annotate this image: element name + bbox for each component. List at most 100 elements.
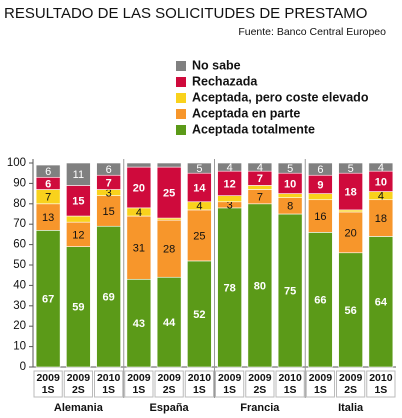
- bar-segment: [126, 278, 152, 368]
- data-label: 7: [106, 177, 112, 189]
- y-tick-label: 60: [13, 239, 26, 251]
- x-tick-label: 2009 2S: [157, 372, 181, 396]
- bar-segment: [156, 162, 182, 168]
- x-tick-line: 2S: [72, 384, 85, 396]
- data-label: 64: [375, 297, 388, 309]
- data-label: 25: [193, 230, 205, 242]
- x-tick-label: 2010 1S: [278, 372, 302, 396]
- data-label: 7: [257, 192, 263, 204]
- y-tick-label: 0: [20, 361, 26, 373]
- x-tick-line: 1S: [223, 384, 236, 396]
- data-label: 14: [193, 182, 206, 194]
- bar-segment: [35, 230, 61, 368]
- x-tick-label: 2009 1S: [127, 372, 151, 396]
- bar-segment: [338, 162, 363, 174]
- data-label: 6: [45, 166, 51, 178]
- bar-segment: [247, 162, 273, 172]
- x-tick-label: 2009 2S: [248, 372, 272, 396]
- legend-swatch: [176, 77, 186, 87]
- y-tick-label: 50: [13, 259, 26, 271]
- bar-segment: [35, 164, 61, 178]
- x-tick-line: 2009: [67, 372, 91, 384]
- y-tick-label: 70: [13, 218, 26, 230]
- bar-segment: [217, 170, 242, 196]
- y-tick-label: 10: [13, 341, 26, 353]
- y-tick-label: 90: [13, 177, 26, 189]
- x-tick-line: 2009: [339, 372, 363, 384]
- x-tick-label: 2009 1S: [309, 372, 333, 396]
- data-label: 6: [45, 178, 51, 190]
- bar-segment: [368, 162, 394, 172]
- category-box: [124, 370, 154, 398]
- legend-swatch: [176, 93, 186, 103]
- bar-segment: [66, 215, 91, 223]
- y-tick-label: 100: [7, 157, 26, 169]
- data-label: 4: [378, 162, 384, 174]
- data-label: 12: [224, 178, 236, 190]
- data-label: 20: [345, 227, 357, 239]
- data-label: 5: [196, 163, 202, 175]
- data-label: 8: [287, 201, 293, 213]
- x-tick-line: 1S: [193, 384, 206, 396]
- data-label: 6: [317, 164, 323, 176]
- x-tick-line: 2010: [97, 372, 121, 384]
- data-label: 28: [163, 244, 175, 256]
- bar-segment: [187, 209, 212, 262]
- x-tick-line: 2009: [36, 372, 60, 384]
- category-box: [366, 370, 396, 398]
- data-label: 9: [317, 179, 323, 191]
- data-label: 69: [103, 292, 115, 304]
- bar-segment: [338, 172, 363, 211]
- data-label: 13: [42, 212, 54, 224]
- bar-segment: [66, 246, 91, 368]
- x-tick-line: 2010: [369, 372, 393, 384]
- chart-subtitle: Fuente: Banco Central Europeo: [238, 26, 386, 38]
- group-label: Alemania: [54, 402, 104, 414]
- bar-segment: [338, 252, 363, 368]
- bar-segment: [217, 162, 242, 172]
- bar-segment: [247, 203, 273, 368]
- x-tick-line: 2S: [344, 384, 357, 396]
- x-tick-line: 2010: [188, 372, 212, 384]
- x-tick-line: 1S: [42, 384, 55, 396]
- data-label: 10: [284, 178, 296, 190]
- legend-swatch: [176, 109, 186, 119]
- x-tick-label: 2010 1S: [97, 372, 121, 396]
- category-box: [33, 370, 63, 398]
- legend-label: Aceptada totalmente: [192, 122, 315, 136]
- legend-label: No sabe: [192, 58, 241, 72]
- bar-segment: [308, 193, 333, 201]
- y-tick-label: 80: [13, 198, 26, 210]
- bar-segment: [187, 162, 212, 174]
- x-tick-line: 2009: [127, 372, 151, 384]
- data-label: 59: [72, 302, 84, 314]
- data-label: 12: [72, 229, 84, 241]
- x-tick-line: 2S: [163, 384, 176, 396]
- data-label: 44: [163, 317, 176, 329]
- data-label: 4: [136, 207, 142, 219]
- x-tick-label: 2009 2S: [67, 372, 91, 396]
- category-box: [184, 370, 214, 398]
- data-label: 66: [314, 295, 326, 307]
- bar-segment: [277, 193, 303, 198]
- y-tick-label: 40: [13, 279, 26, 291]
- bar-segment: [308, 162, 333, 176]
- category-box: [336, 370, 366, 398]
- data-label: 20: [133, 182, 145, 194]
- group-label: Italia: [338, 402, 364, 414]
- x-tick-line: 1S: [102, 384, 115, 396]
- bar-segment: [187, 260, 212, 368]
- data-label: 10: [375, 176, 387, 188]
- data-label: 6: [106, 164, 112, 176]
- bar-segment: [277, 162, 303, 174]
- bar-segment: [66, 162, 91, 186]
- data-label: 4: [227, 162, 233, 174]
- bar-segment: [308, 199, 333, 233]
- bar-segment: [156, 166, 182, 219]
- data-label: 56: [345, 305, 357, 317]
- bar-segment: [217, 207, 242, 368]
- legend-label: Aceptada, pero coste elevado: [192, 90, 369, 104]
- bar-segment: [126, 166, 152, 209]
- category-box: [215, 370, 245, 398]
